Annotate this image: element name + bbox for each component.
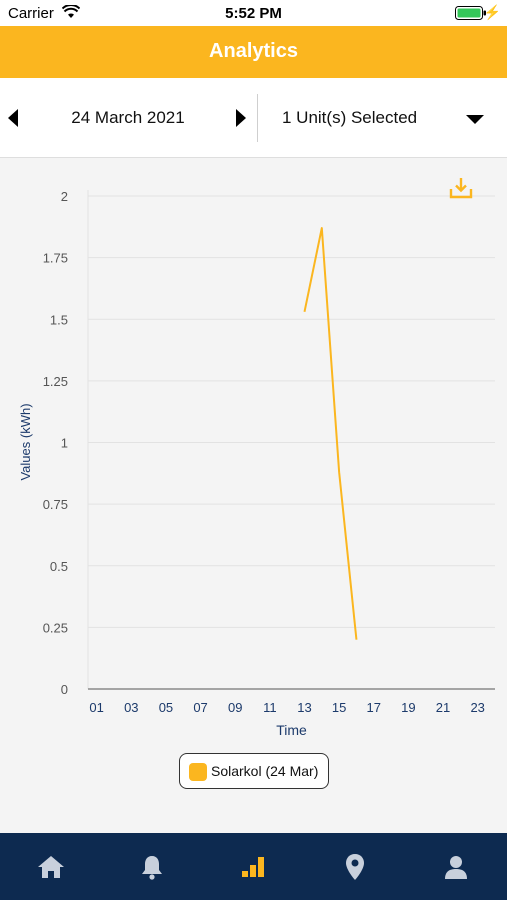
y-tick-label: 2: [61, 189, 68, 204]
next-date-button[interactable]: [234, 108, 248, 128]
bell-icon: [142, 856, 162, 880]
x-tick-label: 23: [470, 700, 484, 715]
unit-dropdown-button[interactable]: [464, 112, 486, 126]
bottom-tab-bar: [0, 833, 507, 900]
download-icon: [449, 178, 473, 199]
previous-date-button[interactable]: [6, 108, 20, 128]
status-bar: Carrier 5:52 PM ⚡: [0, 0, 507, 26]
wifi-icon: [61, 4, 81, 24]
carrier-label: Carrier: [8, 5, 54, 22]
x-tick-label: 13: [297, 700, 311, 715]
chart-legend[interactable]: Solarkol (24 Mar): [179, 753, 329, 789]
download-button[interactable]: [448, 175, 474, 201]
y-tick-label: 0: [61, 682, 68, 697]
x-tick-label: 11: [263, 700, 277, 715]
x-axis-title: Time: [276, 722, 307, 738]
y-tick-label: 1.75: [43, 251, 68, 266]
x-tick-label: 05: [159, 700, 173, 715]
x-tick-label: 09: [228, 700, 242, 715]
app-header: Analytics: [0, 26, 507, 78]
y-tick-label: 0.5: [50, 559, 68, 574]
arrow-right-icon: [236, 109, 246, 127]
clock: 5:52 PM: [225, 5, 282, 22]
legend-label: Solarkol (24 Mar): [211, 763, 319, 779]
x-tick-label: 17: [367, 700, 381, 715]
x-tick-label: 19: [401, 700, 415, 715]
y-tick-label: 0.25: [43, 620, 68, 635]
x-tick-label: 07: [193, 700, 207, 715]
y-tick-label: 1.5: [50, 312, 68, 327]
tab-notifications[interactable]: [136, 851, 168, 883]
page-title: Analytics: [209, 40, 298, 62]
charging-icon: ⚡: [483, 4, 501, 20]
legend-swatch: [189, 763, 207, 781]
y-tick-label: 1.25: [43, 374, 68, 389]
energy-line-chart: 0 0.25 0.5 0.75 1 1.25 1.5 1.75 2 01 03 05 07 09 11 13 1…: [18, 189, 495, 738]
tab-profile[interactable]: [440, 851, 472, 883]
unit-selector[interactable]: 1 Unit(s) Selected: [282, 108, 418, 127]
x-tick-label: 15: [332, 700, 346, 715]
battery-icon: [455, 6, 487, 25]
series-line: [303, 227, 358, 640]
x-tick-label: 03: [124, 700, 138, 715]
home-icon: [38, 856, 64, 878]
location-pin-icon: [346, 854, 364, 880]
chart-container: 0 0.25 0.5 0.75 1 1.25 1.5 1.75 2 01 03 05 07 09 11 13 1…: [0, 159, 507, 833]
caret-down-icon: [466, 115, 484, 124]
tab-home[interactable]: [35, 851, 67, 883]
toolbar-divider: [257, 94, 258, 142]
x-tick-label: 21: [436, 700, 450, 715]
x-tick-label: 01: [89, 700, 103, 715]
arrow-left-icon: [8, 109, 18, 127]
y-tick-label: 1: [61, 436, 68, 451]
selected-date[interactable]: 24 March 2021: [71, 108, 185, 127]
tab-analytics[interactable]: [238, 851, 270, 883]
date-unit-toolbar: 24 March 2021 1 Unit(s) Selected: [0, 78, 507, 158]
y-tick-label: 0.75: [43, 497, 68, 512]
user-icon: [445, 856, 467, 879]
y-axis-title: Values (kWh): [18, 403, 33, 480]
tab-locations[interactable]: [339, 851, 371, 883]
analytics-icon: [242, 857, 264, 877]
